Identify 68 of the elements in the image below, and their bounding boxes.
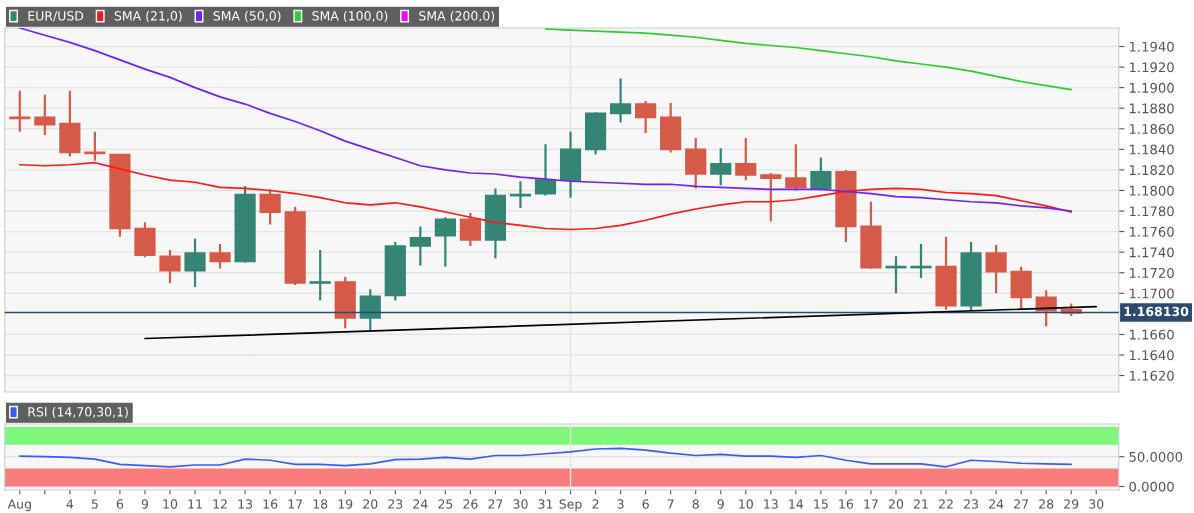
x-tick-label: 16 <box>839 499 854 509</box>
x-tick-label: 13 <box>764 499 778 509</box>
x-tick-label: 17 <box>864 499 878 509</box>
y-tick-label: 1.1740 <box>1129 247 1174 258</box>
legend-label: EUR/USD <box>28 11 84 22</box>
x-tick-label: 29 <box>1064 499 1079 509</box>
x-tick-label: Aug <box>7 499 31 512</box>
x-tick-label: 21 <box>913 499 928 509</box>
x-tick-label: 30 <box>513 499 528 509</box>
x-tick-label: 16 <box>263 499 278 509</box>
y-tick-label: 1.1900 <box>1129 82 1174 93</box>
x-tick-label: 31 <box>538 499 553 509</box>
ref-line-label: 1.168130 <box>1124 306 1189 317</box>
x-tick-label: 12 <box>213 499 227 509</box>
legend-label: SMA (21,0) <box>114 10 182 23</box>
x-tick-label: 13 <box>238 499 253 509</box>
y-tick-label: 1.1840 <box>1129 144 1174 155</box>
y-tick-label: 1.1780 <box>1129 206 1174 217</box>
y-tick-label: 1.1880 <box>1129 103 1174 114</box>
x-tick-label: 24 <box>989 499 1004 509</box>
x-tick-label: 20 <box>888 499 904 509</box>
y-tick-label: 1.1940 <box>1129 41 1174 52</box>
x-tick-label: 3 <box>617 499 624 509</box>
y-tick-label: 0.0000 <box>1129 481 1174 492</box>
y-tick-label: 1.1720 <box>1129 267 1174 278</box>
legend-label: SMA (200,0) <box>419 10 495 23</box>
x-tick-label: 19 <box>338 499 353 509</box>
y-tick-label: 1.1920 <box>1129 62 1174 73</box>
y-tick-label: 1.1800 <box>1129 185 1174 196</box>
y-tick-label: 1.1700 <box>1129 288 1174 299</box>
x-tick-label: 27 <box>488 499 503 509</box>
x-tick-label: 4 <box>66 499 74 509</box>
x-tick-label: 22 <box>939 499 953 509</box>
legend-label: RSI (14,70,30,1) <box>28 406 128 419</box>
x-tick-label: 2 <box>592 499 599 509</box>
x-tick-label: 7 <box>667 499 674 509</box>
x-tick-label: 24 <box>413 499 428 509</box>
legend-label: SMA (100,0) <box>312 10 388 23</box>
y-tick-label: 1.1860 <box>1129 123 1174 134</box>
x-tick-label: 11 <box>188 499 202 509</box>
x-tick-label: 18 <box>313 499 328 509</box>
x-tick-label: 23 <box>388 499 403 509</box>
y-tick-label: 1.1640 <box>1129 350 1174 361</box>
x-tick-label: 10 <box>163 499 178 509</box>
x-tick-label: 26 <box>463 499 478 509</box>
x-tick-label: 9 <box>141 499 149 509</box>
x-tick-label: 28 <box>1039 499 1054 509</box>
y-tick-label: 1.1660 <box>1129 329 1174 340</box>
x-tick-label: 15 <box>814 499 828 509</box>
x-tick-label: 23 <box>964 499 979 509</box>
y-tick-label: 1.1820 <box>1129 165 1174 176</box>
x-tick-label: 27 <box>1014 499 1029 509</box>
x-tick-label: 17 <box>288 499 303 509</box>
y-tick-label: 50.0000 <box>1129 451 1183 462</box>
x-tick-label: 10 <box>739 499 753 509</box>
x-tick-label: 14 <box>789 499 804 509</box>
x-tick-label: 8 <box>692 499 699 509</box>
legend-label: SMA (50,0) <box>213 10 281 23</box>
x-tick-label: 5 <box>91 499 98 509</box>
x-tick-label: 30 <box>1089 499 1104 509</box>
x-tick-label: 6 <box>116 499 124 509</box>
x-tick-label: Sep <box>559 499 582 512</box>
x-tick-label: 25 <box>438 499 453 509</box>
y-tick-label: 1.1760 <box>1129 226 1174 237</box>
x-tick-label: 9 <box>717 499 724 509</box>
y-tick-label: 1.1620 <box>1129 370 1174 381</box>
x-tick-label: 20 <box>363 499 378 509</box>
x-tick-label: 6 <box>642 499 649 509</box>
